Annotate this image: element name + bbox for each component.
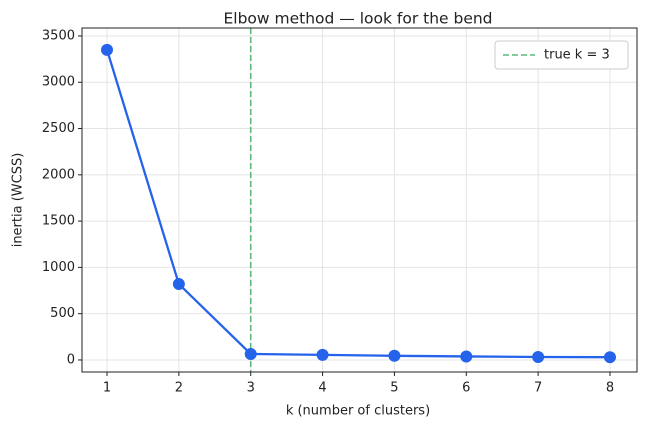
- data-point: [172, 278, 185, 291]
- x-tick-label: 2: [175, 381, 183, 396]
- legend-label: true k = 3: [544, 48, 610, 63]
- x-tick-label: 5: [390, 381, 398, 396]
- y-axis-label: inertia (WCSS): [11, 153, 26, 248]
- legend-box: [494, 40, 629, 70]
- data-point: [460, 350, 473, 363]
- data-line: [105, 49, 610, 359]
- y-tick-label: 2000: [42, 167, 75, 182]
- data-point: [244, 347, 257, 360]
- data-point: [532, 351, 545, 364]
- plot-frame: [81, 27, 638, 373]
- y-tick-label: 3000: [42, 75, 75, 90]
- y-tick-label: 2500: [42, 121, 75, 136]
- x-tick-label: 6: [462, 381, 470, 396]
- x-tick-label: 4: [318, 381, 326, 396]
- x-tick-label: 8: [606, 381, 614, 396]
- y-tick-label: 1000: [42, 260, 75, 275]
- data-point: [101, 43, 114, 56]
- data-point: [316, 348, 329, 361]
- y-tick-label: 500: [50, 306, 75, 321]
- y-tick-label: 3500: [42, 28, 75, 43]
- y-tick-label: 0: [67, 352, 75, 367]
- data-point: [388, 349, 401, 362]
- y-tick-label: 1500: [42, 214, 75, 229]
- x-tick-label: 1: [103, 381, 111, 396]
- chart-title: Elbow method — look for the bend: [223, 10, 492, 28]
- x-tick-label: 7: [534, 381, 542, 396]
- x-axis-label: k (number of clusters): [286, 404, 430, 419]
- data-point: [603, 351, 616, 364]
- x-tick-label: 3: [247, 381, 255, 396]
